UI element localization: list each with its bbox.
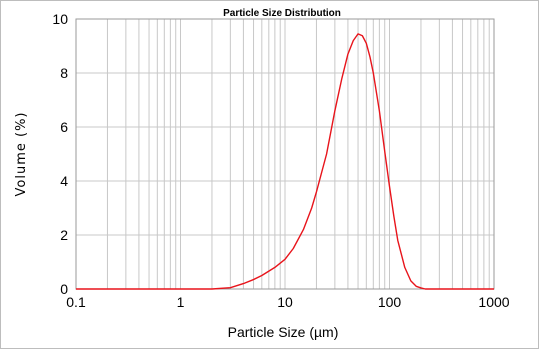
y-tick-label: 0 bbox=[60, 281, 68, 297]
series-line-0 bbox=[76, 33, 494, 290]
y-tick-label: 8 bbox=[60, 65, 68, 81]
chart-title: Particle Size Distribution bbox=[223, 8, 341, 19]
tick-labels: 0.1 1 10 100 1000 0 2 4 6 8 10 bbox=[52, 11, 509, 310]
x-tick-label: 1 bbox=[177, 294, 185, 310]
y-tick-label: 4 bbox=[60, 173, 68, 189]
x-tick-label: 1000 bbox=[478, 294, 509, 310]
x-tick-label: 0.1 bbox=[66, 294, 86, 310]
plot-area-border bbox=[75, 18, 495, 290]
y-axis-label: Volume (%) bbox=[14, 112, 29, 197]
x-tick-label: 10 bbox=[277, 294, 293, 310]
grid-lines bbox=[76, 19, 494, 289]
x-axis-label: Particle Size (µm) bbox=[228, 324, 339, 340]
y-tick-label: 10 bbox=[52, 11, 68, 27]
y-tick-label: 6 bbox=[60, 119, 68, 135]
x-tick-label: 100 bbox=[378, 294, 402, 310]
y-tick-label: 2 bbox=[60, 227, 68, 243]
series-group bbox=[76, 33, 494, 290]
